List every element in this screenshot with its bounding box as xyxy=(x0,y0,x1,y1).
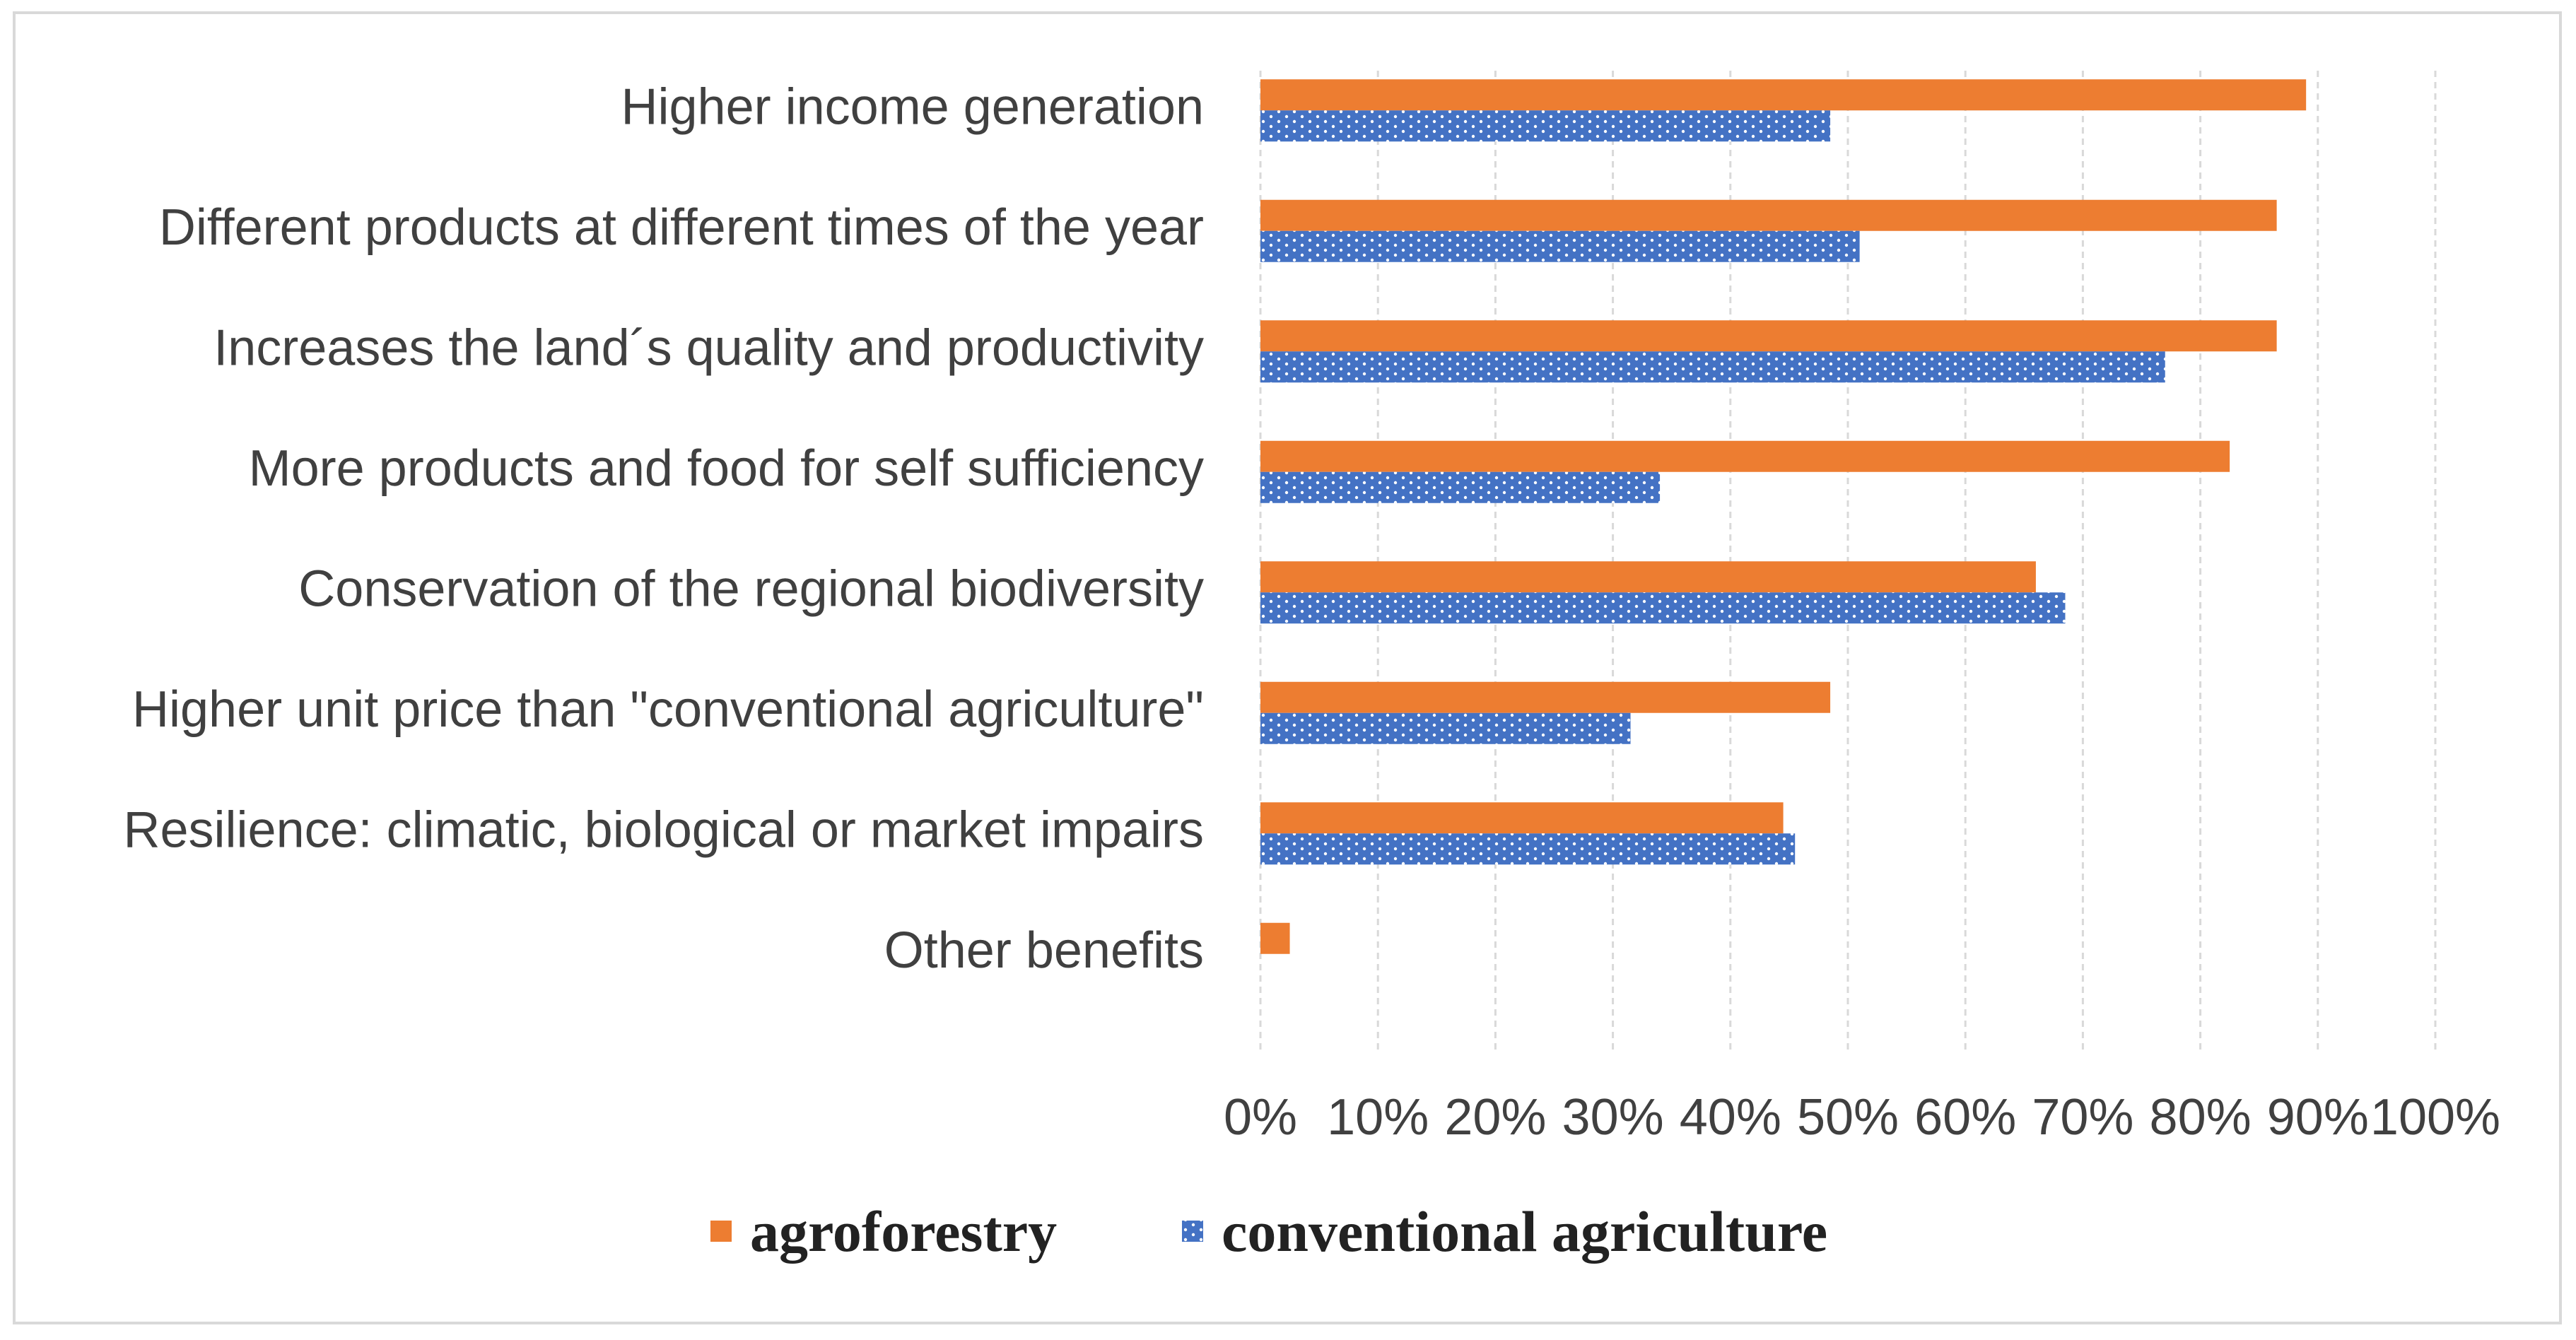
category-label-resilience-climatic-biological-or-market-impairs: Resilience: climatic, biological or mark… xyxy=(124,801,1205,858)
category-label-higher-income-generation: Higher income generation xyxy=(621,78,1204,135)
x-tick-label: 100% xyxy=(2370,1089,2500,1146)
bar-agroforestry-increases-the-land-s-quality-and-productivity xyxy=(1260,320,2277,352)
x-tick-label: 60% xyxy=(1914,1089,2016,1146)
bar-conventional-agriculture-higher-income-generation xyxy=(1260,110,1831,142)
x-tick-label: 0% xyxy=(1224,1089,1297,1146)
bar-agroforestry-higher-unit-price-than-conventional-agriculture xyxy=(1260,681,1831,713)
category-label-higher-unit-price-than-conventional-agriculture: Higher unit price than "conventional agr… xyxy=(132,681,1204,738)
x-axis-ticks: 0% 10% 20% 30% 40% 50% 60% 70% 80% 90% 100% xyxy=(1224,1089,2500,1146)
x-tick-label: 90% xyxy=(2267,1089,2369,1146)
category-label-increases-the-land-s-quality-and-productivity: Increases the land´s quality and product… xyxy=(213,319,1204,376)
category-labels: Higher income generation Different produc… xyxy=(124,78,1205,979)
bar-agroforestry-conservation-of-the-regional-biodiversity xyxy=(1260,561,2036,593)
category-label-conservation-of-the-regional-biodiversity: Conservation of the regional biodiversit… xyxy=(298,560,1204,617)
x-tick-label: 40% xyxy=(1680,1089,1781,1146)
x-tick-label: 50% xyxy=(1797,1089,1899,1146)
bar-agroforestry-higher-income-generation xyxy=(1260,79,2307,111)
bar-conventional-agriculture-conservation-of-the-regional-biodiversity xyxy=(1260,592,2066,624)
x-tick-label: 70% xyxy=(2032,1089,2133,1146)
legend-swatch-agroforestry xyxy=(710,1221,732,1242)
bar-conventional-agriculture-increases-the-land-s-quality-and-productivity xyxy=(1260,351,2165,383)
legend-label-agroforestry: agroforestry xyxy=(750,1199,1057,1264)
bar-agroforestry-resilience-climatic-biological-or-market-impairs xyxy=(1260,802,1784,834)
bar-agroforestry-more-products-and-food-for-self-sufficiency xyxy=(1260,440,2230,472)
x-tick-label: 10% xyxy=(1327,1089,1429,1146)
bars xyxy=(1260,79,2307,954)
bar-agroforestry-different-products-at-different-times-of-the-year xyxy=(1260,199,2277,231)
legend: agroforestry conventional agriculture xyxy=(710,1199,1827,1264)
legend-swatch-conventional-agriculture xyxy=(1182,1221,1203,1242)
category-label-other-benefits: Other benefits xyxy=(884,922,1204,979)
category-label-more-products-and-food-for-self-sufficiency: More products and food for self sufficie… xyxy=(249,440,1204,497)
x-tick-label: 20% xyxy=(1444,1089,1546,1146)
legend-label-conventional-agriculture: conventional agriculture xyxy=(1222,1199,1827,1264)
category-label-different-products-at-different-times-of-the-year: Different products at different times of… xyxy=(159,199,1204,256)
x-tick-label: 80% xyxy=(2150,1089,2252,1146)
bar-conventional-agriculture-more-products-and-food-for-self-sufficiency xyxy=(1260,471,1661,503)
bar-conventional-agriculture-resilience-climatic-biological-or-market-impairs xyxy=(1260,833,1796,865)
bar-agroforestry-other-benefits xyxy=(1260,922,1290,954)
bar-conventional-agriculture-different-products-at-different-times-of-the-year xyxy=(1260,230,1860,262)
bar-conventional-agriculture-higher-unit-price-than-conventional-agriculture xyxy=(1260,712,1631,744)
x-tick-label: 30% xyxy=(1562,1089,1664,1146)
